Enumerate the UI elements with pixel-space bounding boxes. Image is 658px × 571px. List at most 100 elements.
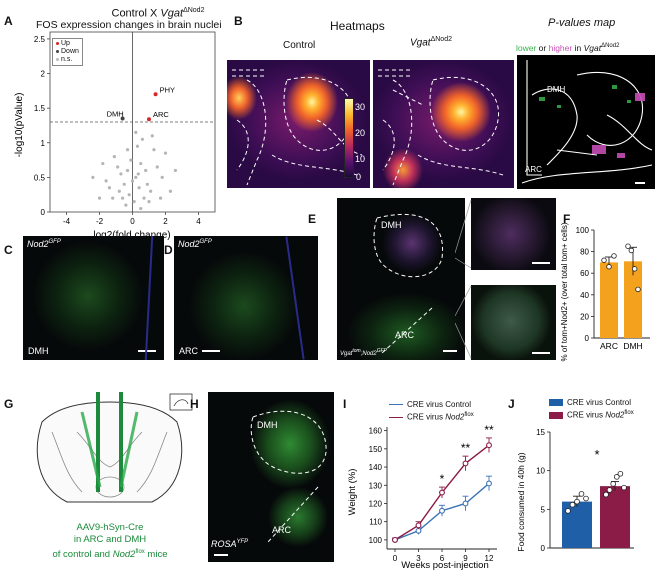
micro-e-outlines: [373, 213, 444, 354]
legend-down: Down: [56, 48, 79, 56]
panel-label-e: E: [308, 212, 317, 226]
scale-bar-e: [443, 350, 457, 352]
legend-i-flox-swatch: [389, 417, 403, 419]
panel-g-caption: AAV9-hSyn-Cre in ARC and DMH of control …: [20, 522, 200, 561]
heatmap-vgat-outlines: [378, 69, 504, 186]
panel-label-a: A: [4, 14, 13, 28]
colorbar-ticks: 30 20 10: [355, 94, 365, 172]
j-datapoint: [617, 470, 624, 477]
j-datapoint: [565, 508, 571, 514]
i-point: [415, 527, 422, 534]
micro-d-region: ARC: [179, 346, 199, 356]
volcano-point-ns: [168, 189, 173, 193]
volcano-xtick-label: 0: [130, 217, 135, 226]
i-xtick-label: 3: [416, 554, 421, 563]
caption-g-sup: flox: [135, 549, 145, 555]
caption-g-line1: AAV9-hSyn-Cre: [76, 522, 144, 533]
volcano-point-ns: [117, 189, 121, 193]
legend-up: Up: [56, 40, 79, 48]
i-point: [462, 460, 469, 467]
micro-d-sup: GFP: [199, 239, 212, 245]
legend-up-dot: [56, 41, 59, 45]
i-xtick-label: 12: [485, 554, 494, 563]
panel-label-c: C: [4, 243, 13, 257]
j-datapoint: [569, 501, 576, 508]
panel-label-h: H: [190, 397, 199, 411]
volcano-xlabel: log2(fold change): [93, 230, 170, 241]
volcano-point-ns: [132, 200, 136, 204]
i-ytick-label: 160: [369, 427, 383, 436]
f-xtick-label: ARC: [600, 341, 618, 351]
colorbar-tick-20: 20: [355, 128, 366, 138]
j-ylabel: Food consumed in 40h (g): [516, 452, 526, 551]
scale-bar-inset-top: [532, 262, 550, 264]
volcano-point-ns: [145, 182, 149, 186]
volcano-point-ns: [144, 168, 148, 173]
f-xtick-label: DMH: [623, 341, 642, 351]
legend-j: CRE virus Control CRE virus Nod2flox: [549, 397, 634, 421]
pmap-higher: higher: [548, 43, 573, 53]
micro-e-gene: Vgat: [340, 351, 353, 357]
volcano-point-ns: [104, 179, 108, 183]
volcano-point-ns: [91, 175, 95, 179]
volcano-point-dmh: [120, 116, 125, 121]
inset-connectors: [455, 199, 472, 359]
i-point: [415, 522, 422, 529]
volcano-point-ns: [107, 186, 111, 190]
panel-label-i: I: [343, 397, 347, 411]
j-datapoint: [606, 487, 613, 493]
i-xlabel: Weeks post-injection: [401, 560, 488, 571]
volcano-point-ns: [158, 196, 163, 200]
volcano-point-ns: [111, 196, 115, 200]
volcano-point-ns: [119, 172, 123, 176]
volcano-ytick-label: 0: [41, 208, 46, 217]
panel-label-g: G: [4, 397, 14, 411]
legend-i-control-label: CRE virus Control: [407, 400, 472, 409]
panel-a-title-sup: ΔNod2: [183, 7, 205, 14]
panel-label-f: F: [563, 212, 571, 226]
j-ytick-label: 5: [541, 505, 546, 514]
volcano-point-ns: [127, 193, 131, 197]
legend-ns: n.s.: [56, 56, 79, 64]
f-ytick-label: 60: [580, 269, 589, 278]
f-ytick-label: 80: [580, 248, 589, 257]
i-xtick-label: 0: [393, 554, 398, 563]
inset-e-top: [471, 198, 556, 270]
volcano-xtick-label: 2: [163, 217, 168, 226]
legend-j-control-swatch: [549, 399, 563, 407]
volcano-plot: -4 -2 0 2 4 0 0.5 1 1.5 2 2.5 PHY DMH ARC -log10(pVal…: [14, 31, 216, 241]
f-ytick-label: 0: [585, 334, 590, 343]
i-ytick-label: 100: [369, 536, 383, 545]
f-datapoint: [635, 286, 641, 293]
volcano-point-ns: [137, 186, 141, 190]
volcano-point-ns: [124, 203, 128, 207]
j-datapoint: [574, 498, 580, 505]
scale-bar-d: [202, 350, 220, 352]
micro-c-sup: GFP: [48, 239, 61, 245]
ventricle-c: [144, 236, 154, 360]
legend-j-flox-pre: CRE virus: [567, 410, 606, 420]
volcano-legend: Up Down n.s.: [52, 38, 83, 66]
volcano-point-ns: [130, 179, 135, 183]
heatmap-vgat-label: VgatΔNod2: [410, 36, 452, 48]
volcano-point-ns: [142, 196, 146, 200]
i-point: [439, 489, 445, 496]
volcano-point-ns: [140, 137, 144, 141]
j-ytick-label: 10: [536, 467, 545, 476]
f-ytick-label: 20: [580, 312, 589, 321]
volcano-xtick-label: -2: [96, 217, 104, 226]
volcano-ytick-label: 1: [41, 139, 46, 148]
micro-c-label: Nod2GFP: [27, 239, 61, 249]
micro-d-label: Nod2GFP: [178, 239, 212, 249]
legend-j-control: CRE virus Control: [549, 397, 634, 408]
i-point: [462, 500, 469, 507]
i-point: [392, 536, 398, 543]
volcano-point-ns: [134, 175, 138, 179]
f-datapoint: [628, 247, 635, 254]
i-ytick-label: 120: [369, 499, 383, 508]
volcano-point-ns: [139, 206, 143, 211]
volcano-point-ns: [129, 158, 133, 162]
j-datapoint: [614, 474, 620, 480]
panel-a-title-prefix: Control X: [111, 7, 161, 20]
micro-h-sup: YFP: [236, 539, 249, 545]
